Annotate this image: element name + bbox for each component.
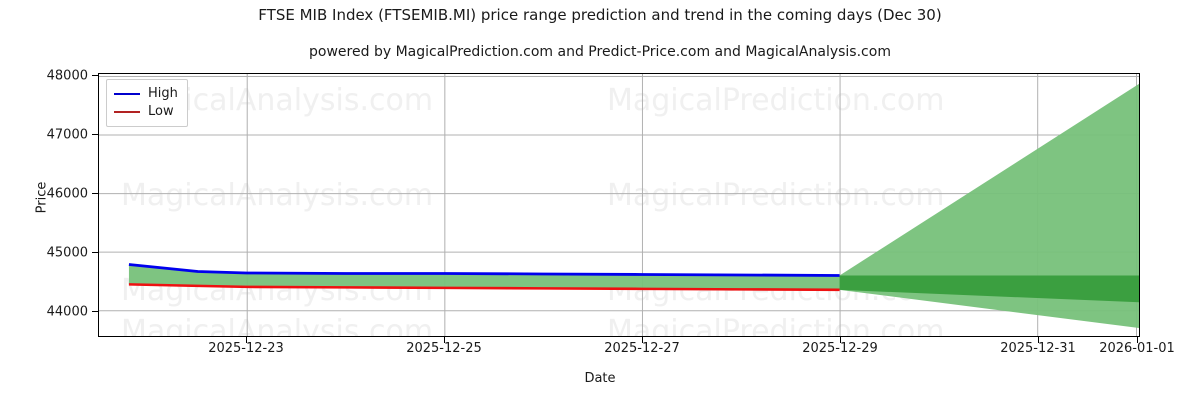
plot-area: MagicalAnalysis.com MagicalPrediction.co… xyxy=(98,73,1140,337)
chart-title: FTSE MIB Index (FTSEMIB.MI) price range … xyxy=(258,6,942,24)
legend-label-high: High xyxy=(148,86,178,101)
x-tick-label: 2025-12-25 xyxy=(406,341,482,356)
legend-item-low[interactable]: Low xyxy=(114,103,178,121)
y-tick-label: 48000 xyxy=(46,68,88,84)
y-tick-mark xyxy=(92,311,98,313)
x-tick-mark xyxy=(1137,337,1139,343)
x-tick-label: 2025-12-27 xyxy=(604,341,680,356)
chart-plot-svg xyxy=(99,74,1139,336)
low-line xyxy=(128,283,840,292)
x-tick-mark xyxy=(1038,337,1040,343)
x-tick-label: 2026-01-01 xyxy=(1099,341,1175,356)
legend-swatch-high-icon xyxy=(114,93,140,95)
x-tick-mark xyxy=(642,337,644,343)
y-tick-label: 45000 xyxy=(46,245,88,261)
grid-lines xyxy=(99,74,1139,336)
x-tick-mark xyxy=(840,337,842,343)
legend-item-high[interactable]: High xyxy=(114,85,178,103)
chart-subtitle: powered by MagicalPrediction.com and Pre… xyxy=(309,44,891,60)
x-tick-mark xyxy=(444,337,446,343)
x-tick-label: 2025-12-31 xyxy=(1000,341,1076,356)
forecast-cone-light xyxy=(839,83,1139,329)
y-tick-label: 44000 xyxy=(46,304,88,320)
forecast-cone-dark xyxy=(839,275,1139,303)
y-tick-mark xyxy=(92,193,98,195)
legend-label-low: Low xyxy=(148,104,174,119)
x-tick-label: 2025-12-23 xyxy=(208,341,284,356)
legend-swatch-low-icon xyxy=(114,111,140,113)
high-line xyxy=(128,263,840,277)
y-tick-label: 46000 xyxy=(46,186,88,202)
history-range-band xyxy=(128,264,840,290)
x-tick-mark xyxy=(246,337,248,343)
y-tick-label: 47000 xyxy=(46,127,88,143)
x-axis-title: Date xyxy=(584,371,616,386)
y-tick-mark xyxy=(92,75,98,77)
x-tick-label: 2025-12-29 xyxy=(802,341,878,356)
chart-legend[interactable]: High Low xyxy=(106,79,188,127)
y-tick-mark xyxy=(92,134,98,136)
y-tick-mark xyxy=(92,252,98,254)
